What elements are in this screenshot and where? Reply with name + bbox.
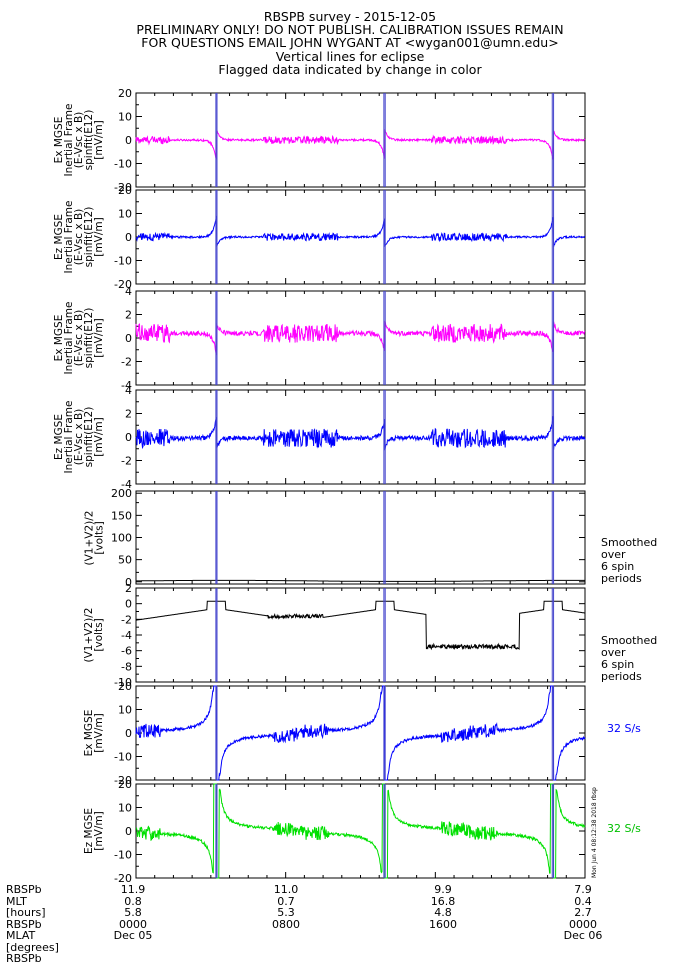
chart-title: RBSPB survey - 2015-12-05 (263, 9, 437, 24)
x-tick-label-0: 11.9 0.8 5.8 0000 Dec 05 (113, 883, 153, 942)
panel-2: 20 10 0 -10 -20 (114, 184, 586, 291)
panel-frame (135, 783, 586, 879)
y-tick-label: 150 (111, 509, 132, 522)
y-tick-label: 0 (125, 332, 132, 345)
y-tick-label: -10 (114, 676, 132, 689)
x-tick-label-2: 9.9 16.8 4.8 1600 (429, 883, 457, 931)
panel-4: 4 2 0 -2 -4 (121, 384, 586, 491)
y-tick-label: -4 (121, 629, 132, 642)
y-tick-label: -10 (114, 751, 132, 764)
y-tick-label: -2 (121, 356, 132, 369)
sample-rate-ez: 32 S/s (607, 822, 641, 835)
y-tick-label: -10 (114, 849, 132, 862)
series-line (135, 600, 585, 651)
y-tick-label: -10 (114, 158, 132, 171)
y-tick-label: 0 (125, 431, 132, 444)
y-tick-label: 2 (125, 408, 132, 421)
y-tick-label: 100 (111, 532, 132, 545)
y-tick-label: 4 (125, 384, 132, 397)
y-tick-label: 10 (118, 704, 132, 717)
sample-rate-ex: 32 S/s (607, 722, 641, 735)
timestamp-stamp: Mon Jun 4 08:12:38 2018 rbsp (591, 787, 598, 878)
y-tick-label: 50 (118, 554, 132, 567)
series-line (135, 320, 586, 356)
y-tick-label: -2 (121, 613, 132, 626)
y-tick-label: 0 (125, 727, 132, 740)
panel-3: 4 2 0 -2 -4 (121, 285, 586, 392)
y-tick-label: 0 (125, 598, 132, 611)
y-tick-label: -20 (114, 181, 132, 194)
y-axis-label-6: (V1+V2)/2 [volts] (83, 607, 105, 663)
y-tick-label: -20 (114, 278, 132, 291)
panel-8: 20 10 0 -10 -20 (114, 778, 586, 885)
eclipse-note: Vertical lines for eclipse (275, 49, 425, 64)
panel-frame (135, 587, 586, 683)
y-tick-label: 20 (118, 680, 132, 693)
y-tick-label: -2 (121, 455, 132, 468)
flag-note: Flagged data indicated by change in colo… (218, 62, 482, 77)
y-tick-label: -4 (121, 478, 132, 491)
series-line (135, 783, 586, 879)
panel-frame (135, 490, 586, 585)
y-tick-label: 0 (125, 231, 132, 244)
y-axis-label-2: Ez MGSE Inertial Frame (E-Vsc x B) spinf… (53, 200, 105, 274)
contact-line: FOR QUESTIONS EMAIL JOHN WYGANT AT <wyga… (141, 35, 559, 50)
panel-7: 20 10 0 -10 -20 (114, 680, 586, 787)
y-tick-label: 20 (118, 87, 132, 100)
x-axis-row-labels: RBSPb MLT [hours] RBSPb MLAT [degrees] R… (6, 883, 59, 965)
y-tick-label: 10 (118, 208, 132, 221)
y-tick-label: 0 (125, 134, 132, 147)
y-tick-label: 4 (125, 285, 132, 298)
series-line (136, 579, 585, 582)
x-tick-label-3: 7.9 0.4 2.7 0000 Dec 06 (563, 883, 603, 942)
warning-line: PRELIMINARY ONLY! DO NOT PUBLISH. CALIBR… (136, 22, 564, 37)
y-tick-label: -4 (121, 379, 132, 392)
x-tick-label-1: 11.0 0.7 5.3 0800 (272, 883, 300, 931)
series-line (135, 215, 586, 248)
series-line (135, 685, 586, 781)
y-tick-label: 200 (111, 487, 132, 500)
y-tick-label: 0 (125, 576, 132, 589)
y-tick-label: -20 (114, 774, 132, 787)
panel-frame (135, 685, 586, 781)
panel-frame (135, 290, 586, 386)
y-axis-label-7: Ex MGSE [mV/m] (83, 709, 105, 757)
series-line (135, 129, 586, 160)
y-axis-label-4: Ez MGSE Inertial Frame (E-Vsc x B) spinf… (53, 400, 105, 474)
y-tick-label: -8 (121, 660, 132, 673)
smoothing-note-panel5: Smoothed over 6 spin periods (601, 536, 658, 585)
series-line (135, 416, 586, 451)
y-tick-label: -10 (114, 255, 132, 268)
panel-5: 200 150 100 50 0 (111, 487, 586, 589)
smoothing-note-panel6: Smoothed over 6 spin periods (601, 634, 658, 683)
y-tick-label: 2 (125, 582, 132, 595)
panel-1: 20 10 0 -10 -20 (114, 87, 586, 194)
y-tick-label: 2 (125, 309, 132, 322)
y-axis-label-1: Ex MGSE Inertial Frame (E-Vsc x B) spinf… (53, 103, 105, 177)
y-axis-label-3: Ex MGSE Inertial Frame (E-Vsc x B) spinf… (53, 301, 105, 375)
y-tick-label: 10 (118, 802, 132, 815)
y-tick-label: 0 (125, 825, 132, 838)
y-axis-label-8: Ez MGSE [mV/m] (83, 808, 105, 854)
y-tick-label: -6 (121, 645, 132, 658)
panel-6: 2 0 -2 -4 -6 -8 -10 (114, 582, 586, 689)
y-axis-label-5: (V1+V2)/2 [volts] (83, 510, 105, 565)
y-tick-label: 20 (118, 778, 132, 791)
y-tick-label: -20 (114, 872, 132, 885)
y-tick-label: 20 (118, 184, 132, 197)
y-tick-label: 10 (118, 111, 132, 124)
